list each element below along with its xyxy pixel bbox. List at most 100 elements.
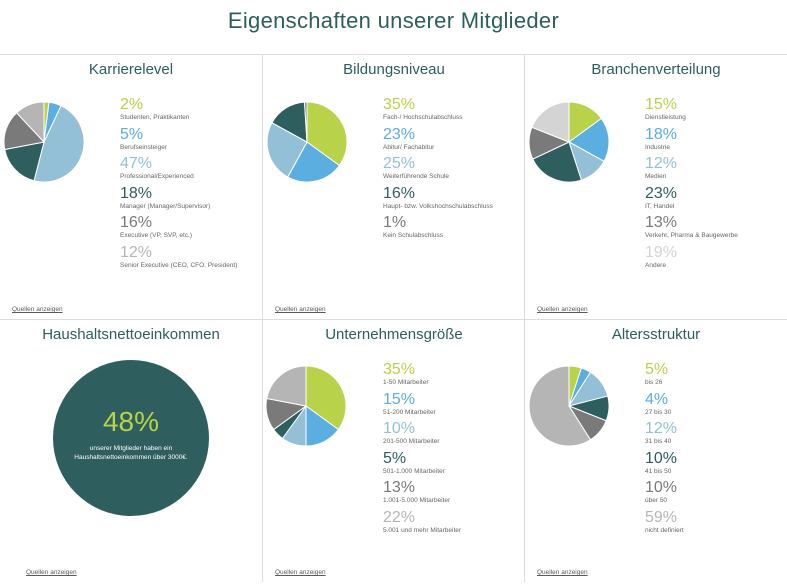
legend-item: 13% Verkehr, Pharma & Baugewerbe [645,215,787,245]
legend-label: bis 26 [645,379,663,386]
income-caption: unserer Mitglieder haben ein Haushaltsne… [74,445,188,461]
pie-slice [305,365,347,431]
pie-slice [266,122,308,178]
legend-label: über 50 [645,497,668,504]
legend-percentage: 47% [120,155,153,172]
legend-percentage: 2% [120,96,144,113]
legend-percentage: 13% [645,214,678,231]
legend-label: Senior Executive (CEO, CFO, President) [120,261,238,269]
legend-percentage: 12% [645,155,678,172]
legend-percentage: 10% [645,449,678,467]
sources-link[interactable]: Quellen anzeigen [275,306,326,313]
pie-chart [3,101,85,183]
legend-percentage: 19% [645,243,678,261]
page-title: Eigenschaften unserer Mitglieder [227,8,560,33]
divider [524,54,525,582]
legend-item: 5% bis 26 [645,362,787,392]
legend-item: 22% 5.001 und mehr Mitarbeiter [383,508,525,540]
legend-item: 18% Manager (Manager/Supervisor) [120,185,262,216]
sources-link[interactable]: Quellen anzeigen [12,306,63,313]
legend-label: Studenten, Praktikanten [120,114,190,121]
legend-item: 12% 31 bis 40 [645,421,787,451]
legend-percentage: 35% [383,361,416,378]
pie-chart [528,101,610,183]
legend-item: 23% Abitur/ Fachabitur [383,125,525,157]
legend-item: 35% 1-50 Mitarbeiter [383,362,525,392]
legend-label: Medien [645,173,667,180]
legend-item: 35% Fach-/ Hochschulabschluss [383,97,525,127]
panel-title: Unternehmensgröße [325,326,463,343]
pie-slice [287,141,341,183]
legend-item: 10% 201-500 Mitarbeiter [383,421,525,451]
legend-label: 5.001 und mehr Mitarbeiter [383,526,462,534]
legend-label: Weiterführende Schule [383,173,450,180]
legend-percentage: 12% [645,420,678,437]
legend-percentage: 23% [383,125,416,143]
legend: 15% Dienstleistung 18% Industrie 12% Medien 23… [645,97,787,274]
legend-label: Andere [645,261,666,269]
panel-haushaltsnettoeinkommen: Haushaltsnettoeinkommen 48% unserer Mitg… [0,320,262,582]
panel-title: Bildungsniveau [343,61,445,78]
legend-label: Abitur/ Fachabitur [383,143,435,151]
legend-percentage: 10% [383,420,416,437]
panel-branchenverteilung: Branchenverteilung 15% Dienstleistung 18% I… [525,55,787,319]
legend-label: nicht definiert [645,526,684,534]
legend-label: IT, Handel [645,202,675,210]
legend-item: 2% Studenten, Praktikanten [120,97,262,127]
legend-item: 10% über 50 [645,480,787,510]
legend-item: 15% Dienstleistung [645,97,787,127]
sources-link[interactable]: Quellen anzeigen [275,569,326,576]
legend-label: Dienstleistung [645,114,686,121]
panel-title: Branchenverteilung [591,61,721,78]
pie-slice [266,365,307,407]
legend-label: Fach-/ Hochschulabschluss [383,114,463,121]
legend-item: 5% Berufseinsteiger [120,126,262,157]
legend-percentage: 13% [383,479,416,496]
legend-label: Professional/Experienced [120,173,194,180]
divider [0,54,787,55]
panel-karrierelevel: Karrierelevel 2% Studenten, Praktikanten 5… [0,55,262,319]
legend-item: 59% nicht definiert [645,509,787,540]
legend-item: 18% Industrie [645,125,787,157]
legend-label: Kein Schulabschluss [383,232,443,239]
legend-label: 501-1.000 Mitarbeiter [383,467,445,475]
legend-label: Executive (VP, SVP, etc.) [120,232,193,239]
pie-chart [265,365,347,447]
legend-label: 41 bis 50 [645,467,672,475]
legend-label: Manager (Manager/Supervisor) [120,202,211,210]
legend-percentage: 5% [645,361,669,378]
legend-percentage: 5% [383,449,407,467]
legend-item: 23% IT, Handel [645,185,787,216]
legend-label: Berufseinsteiger [120,143,167,151]
legend-item: 25% Weiterführende Schule [383,156,525,186]
sources-link[interactable]: Quellen anzeigen [537,569,588,576]
legend-percentage: 25% [383,155,416,172]
legend-percentage: 10% [645,479,678,496]
legend: 35% 1-50 Mitarbeiter 15% 51-200 Mitarbeiter… [383,362,525,539]
legend-item: 5% 501-1.000 Mitarbeiter [383,449,525,481]
panel-title: Haushaltsnettoeinkommen [42,326,220,343]
panel-unternehmensgroesse: Unternehmensgröße 35% 1-50 Mitarbeiter 15%… [263,320,525,582]
legend-percentage: 18% [645,125,678,143]
legend-label: Haupt- bzw. Volkshochschulabschluss [383,202,493,210]
pie-slice [532,141,582,183]
divider [0,319,787,320]
sources-link[interactable]: Quellen anzeigen [26,569,77,576]
legend-percentage: 22% [383,508,416,526]
pie-slice [15,101,45,144]
legend-percentage: 35% [383,96,416,113]
pie-chart [266,101,348,183]
legend-item: 10% 41 bis 50 [645,449,787,481]
legend-item: 12% Senior Executive (CEO, CFO, President… [120,244,262,275]
legend-item: 1% Kein Schulabschluss [383,215,525,245]
pie-slice [33,105,85,183]
sources-link[interactable]: Quellen anzeigen [537,306,588,313]
legend: 2% Studenten, Praktikanten 5% Berufseinstei… [120,97,262,274]
pie-chart [528,365,610,447]
legend-item: 19% Andere [645,243,787,275]
legend-label: 51-200 Mitarbeiter [383,408,436,416]
legend-percentage: 1% [383,214,407,231]
legend-label: 1-50 Mitarbeiter [383,379,429,386]
legend: 5% bis 26 4% 27 bis 30 12% 31 bis 40 10% 41 bis… [645,362,787,539]
pie-slice [306,101,348,167]
